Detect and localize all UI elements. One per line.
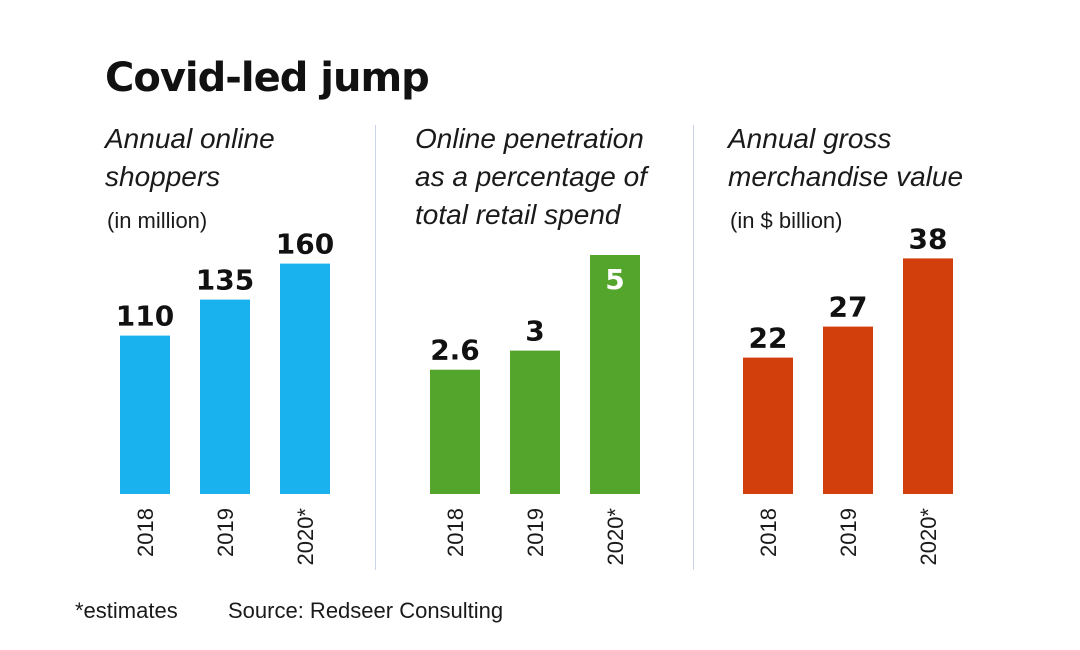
- panel-unit: (in million): [107, 208, 208, 233]
- panel-divider: [375, 125, 376, 570]
- bar-value-label: 135: [196, 264, 254, 297]
- panel-divider: [693, 125, 694, 570]
- panel-online-shoppers: Annual online shoppers (in million) 110 2…: [105, 120, 395, 580]
- category-label: 2020*: [916, 508, 941, 566]
- bar-2018: [120, 335, 170, 494]
- bar-value-label: 160: [276, 228, 334, 261]
- bar-value-label: 3: [525, 315, 544, 348]
- bar-value-label: 2.6: [430, 334, 480, 367]
- panel-gross-merchandise-value: Annual gross merchandise value (in $ bil…: [728, 120, 1018, 580]
- bar-value-label: 22: [749, 322, 788, 355]
- bar-value-label: 5: [605, 263, 624, 296]
- bar-chart: 2.6 2018 3 2019 5 2020*: [430, 255, 640, 566]
- panel-subtitle: Online penetration as a percentage of to…: [415, 123, 647, 230]
- category-label: 2018: [133, 508, 158, 557]
- category-label: 2019: [836, 508, 861, 557]
- category-label: 2020*: [603, 508, 628, 566]
- bar-2020: [590, 255, 640, 494]
- category-label: 2019: [213, 508, 238, 557]
- bar-value-label: 38: [909, 222, 948, 255]
- bar-value-label: 110: [116, 300, 174, 333]
- panel-online-penetration: Online penetration as a percentage of to…: [415, 120, 705, 580]
- panel-subtitle: Annual gross merchandise value: [728, 123, 964, 192]
- panel-subtitle: Annual online shoppers: [105, 123, 275, 192]
- category-label: 2018: [756, 508, 781, 557]
- bar-2019: [823, 326, 873, 494]
- category-label: 2020*: [293, 508, 318, 566]
- panel-unit: (in $ billion): [730, 208, 843, 233]
- bar-2019: [510, 350, 560, 494]
- bar-chart: 22 2018 27 2019 38 2020*: [743, 222, 953, 566]
- category-label: 2018: [443, 508, 468, 557]
- bar-2020: [280, 263, 330, 494]
- bar-value-label: 27: [829, 291, 868, 324]
- bar-chart: 110 2018 135 2019 160 2020*: [116, 228, 334, 566]
- bar-2020: [903, 258, 953, 494]
- footnote: *estimates: [75, 598, 178, 623]
- chart-title: Covid-led jump: [105, 55, 430, 101]
- source-note: Source: Redseer Consulting: [228, 598, 504, 623]
- bar-2018: [743, 357, 793, 494]
- category-label: 2019: [523, 508, 548, 557]
- bar-2019: [200, 299, 250, 494]
- bar-2018: [430, 369, 480, 494]
